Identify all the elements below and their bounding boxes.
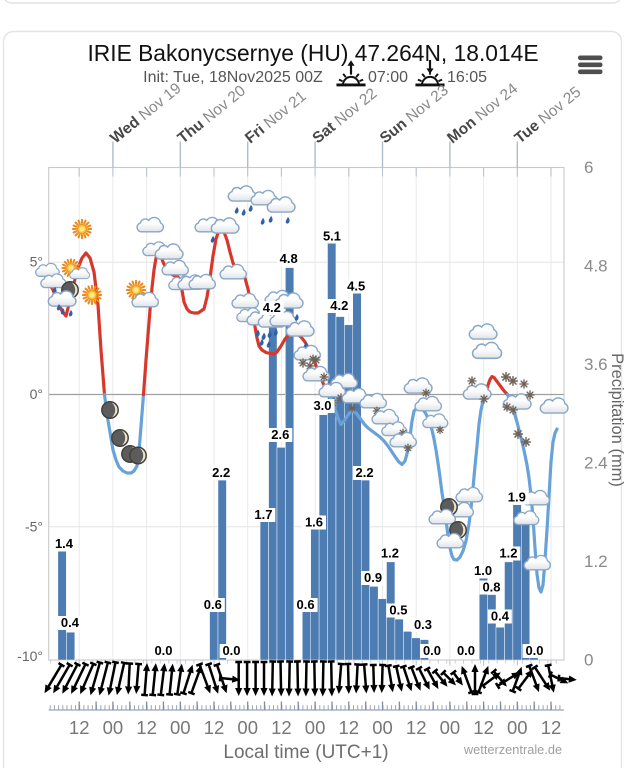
svg-text:00: 00 xyxy=(237,717,258,738)
svg-text:12: 12 xyxy=(406,717,427,738)
svg-text:4.8: 4.8 xyxy=(280,251,298,266)
svg-text:1.9: 1.9 xyxy=(508,490,526,505)
svg-text:0.4: 0.4 xyxy=(61,615,80,630)
svg-text:6: 6 xyxy=(584,158,593,177)
svg-text:4.2: 4.2 xyxy=(330,298,348,313)
svg-text:00: 00 xyxy=(372,717,393,738)
svg-text:IRIE Bakonycsernye (HU) 47.264: IRIE Bakonycsernye (HU) 47.264N, 18.014E xyxy=(87,40,538,66)
svg-text:-10°: -10° xyxy=(17,648,43,664)
svg-text:00: 00 xyxy=(507,717,528,738)
svg-text:0.9: 0.9 xyxy=(364,570,382,585)
svg-text:1.4: 1.4 xyxy=(55,536,74,551)
svg-text:16:05: 16:05 xyxy=(447,69,487,86)
svg-text:12: 12 xyxy=(271,717,292,738)
svg-text:0.4: 0.4 xyxy=(491,609,510,624)
svg-text:1.7: 1.7 xyxy=(254,507,272,522)
svg-text:1.2: 1.2 xyxy=(584,552,608,571)
svg-text:07:00: 07:00 xyxy=(368,69,408,86)
svg-text:0°: 0° xyxy=(30,386,43,402)
svg-text:2.2: 2.2 xyxy=(356,465,374,480)
svg-text:12: 12 xyxy=(136,717,157,738)
svg-text:5.1: 5.1 xyxy=(323,229,341,244)
svg-text:Precipitation (mm): Precipitation (mm) xyxy=(608,353,626,487)
svg-text:12: 12 xyxy=(339,717,360,738)
svg-text:1.2: 1.2 xyxy=(499,546,517,561)
svg-text:0: 0 xyxy=(584,651,593,670)
svg-text:12: 12 xyxy=(473,717,494,738)
svg-text:wetterzentrale.de: wetterzentrale.de xyxy=(463,742,562,757)
svg-text:12: 12 xyxy=(541,717,562,738)
svg-text:4.5: 4.5 xyxy=(347,279,365,294)
svg-text:12: 12 xyxy=(69,717,90,738)
svg-text:Local time (UTC+1): Local time (UTC+1) xyxy=(223,742,388,763)
svg-text:0.6: 0.6 xyxy=(204,597,222,612)
svg-text:0.8: 0.8 xyxy=(482,580,500,595)
svg-text:1.6: 1.6 xyxy=(305,515,323,530)
svg-text:0.3: 0.3 xyxy=(414,617,432,632)
svg-text:0.0: 0.0 xyxy=(457,643,475,658)
svg-text:4.2: 4.2 xyxy=(263,300,281,315)
svg-text:2.4: 2.4 xyxy=(584,454,608,473)
svg-text:0.0: 0.0 xyxy=(525,643,543,658)
svg-text:00: 00 xyxy=(103,717,124,738)
svg-text:2.2: 2.2 xyxy=(212,465,230,480)
svg-text:00: 00 xyxy=(170,717,191,738)
svg-text:2.6: 2.6 xyxy=(271,427,289,442)
svg-text:0.6: 0.6 xyxy=(297,597,315,612)
svg-text:4.8: 4.8 xyxy=(584,257,608,276)
svg-text:1.0: 1.0 xyxy=(474,563,492,578)
svg-text:00: 00 xyxy=(305,717,326,738)
svg-text:0.0: 0.0 xyxy=(154,643,172,658)
svg-text:12: 12 xyxy=(204,717,225,738)
svg-text:0.0: 0.0 xyxy=(423,643,441,658)
svg-text:3.0: 3.0 xyxy=(313,398,331,413)
svg-text:Init: Tue, 18Nov2025 00Z: Init: Tue, 18Nov2025 00Z xyxy=(143,69,323,86)
svg-text:0.5: 0.5 xyxy=(389,603,407,618)
svg-text:3.6: 3.6 xyxy=(584,355,608,374)
svg-text:1.2: 1.2 xyxy=(381,546,399,561)
svg-text:-5°: -5° xyxy=(25,518,43,534)
svg-text:00: 00 xyxy=(440,717,461,738)
svg-text:0.0: 0.0 xyxy=(222,643,240,658)
